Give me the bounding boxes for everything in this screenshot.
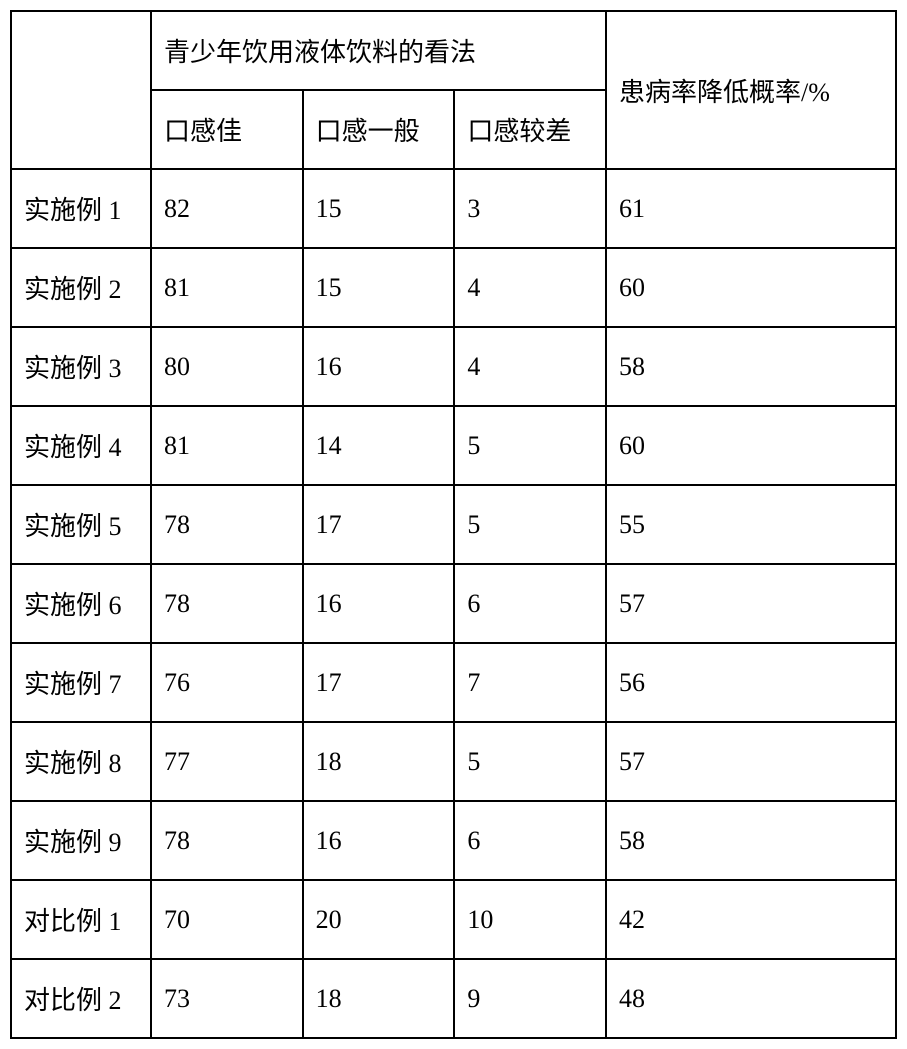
cell-taste-bad: 9 xyxy=(454,959,606,1038)
cell-taste-avg: 16 xyxy=(303,564,455,643)
table-header: 青少年饮用液体饮料的看法 患病率降低概率/% 口感佳 口感一般 口感较差 xyxy=(11,11,896,169)
cell-taste-bad: 3 xyxy=(454,169,606,248)
table-row: 实施例 8 77 18 5 57 xyxy=(11,722,896,801)
header-taste-good: 口感佳 xyxy=(151,90,303,169)
cell-rate: 42 xyxy=(606,880,896,959)
table-row: 实施例 7 76 17 7 56 xyxy=(11,643,896,722)
cell-taste-avg: 15 xyxy=(303,169,455,248)
cell-label: 实施例 4 xyxy=(11,406,151,485)
cell-taste-bad: 5 xyxy=(454,485,606,564)
table-row: 对比例 1 70 20 10 42 xyxy=(11,880,896,959)
cell-taste-bad: 5 xyxy=(454,406,606,485)
cell-rate: 60 xyxy=(606,406,896,485)
cell-label: 实施例 9 xyxy=(11,801,151,880)
table-row: 实施例 6 78 16 6 57 xyxy=(11,564,896,643)
cell-taste-good: 78 xyxy=(151,485,303,564)
cell-taste-good: 76 xyxy=(151,643,303,722)
cell-rate: 48 xyxy=(606,959,896,1038)
cell-taste-avg: 17 xyxy=(303,485,455,564)
cell-label: 实施例 3 xyxy=(11,327,151,406)
cell-taste-good: 81 xyxy=(151,248,303,327)
cell-rate: 58 xyxy=(606,327,896,406)
cell-taste-avg: 15 xyxy=(303,248,455,327)
cell-rate: 57 xyxy=(606,564,896,643)
table-row: 实施例 4 81 14 5 60 xyxy=(11,406,896,485)
cell-label: 实施例 6 xyxy=(11,564,151,643)
cell-rate: 58 xyxy=(606,801,896,880)
header-row-1: 青少年饮用液体饮料的看法 患病率降低概率/% xyxy=(11,11,896,90)
cell-taste-bad: 6 xyxy=(454,564,606,643)
table-row: 实施例 9 78 16 6 58 xyxy=(11,801,896,880)
cell-label: 实施例 7 xyxy=(11,643,151,722)
cell-taste-avg: 16 xyxy=(303,801,455,880)
table-row: 实施例 2 81 15 4 60 xyxy=(11,248,896,327)
cell-taste-bad: 4 xyxy=(454,327,606,406)
cell-taste-bad: 5 xyxy=(454,722,606,801)
header-opinion-title: 青少年饮用液体饮料的看法 xyxy=(151,11,606,90)
cell-taste-good: 80 xyxy=(151,327,303,406)
cell-label: 对比例 1 xyxy=(11,880,151,959)
cell-label: 对比例 2 xyxy=(11,959,151,1038)
cell-label: 实施例 8 xyxy=(11,722,151,801)
cell-rate: 57 xyxy=(606,722,896,801)
data-table: 青少年饮用液体饮料的看法 患病率降低概率/% 口感佳 口感一般 口感较差 实施例… xyxy=(10,10,897,1039)
cell-taste-good: 70 xyxy=(151,880,303,959)
cell-rate: 55 xyxy=(606,485,896,564)
table-row: 实施例 3 80 16 4 58 xyxy=(11,327,896,406)
cell-taste-good: 78 xyxy=(151,801,303,880)
cell-rate: 61 xyxy=(606,169,896,248)
cell-taste-avg: 17 xyxy=(303,643,455,722)
table-row: 实施例 5 78 17 5 55 xyxy=(11,485,896,564)
cell-taste-bad: 6 xyxy=(454,801,606,880)
header-taste-avg: 口感一般 xyxy=(303,90,455,169)
header-rate-title: 患病率降低概率/% xyxy=(606,11,896,169)
cell-taste-bad: 7 xyxy=(454,643,606,722)
cell-taste-good: 78 xyxy=(151,564,303,643)
table-row: 对比例 2 73 18 9 48 xyxy=(11,959,896,1038)
cell-taste-good: 77 xyxy=(151,722,303,801)
cell-taste-avg: 20 xyxy=(303,880,455,959)
header-taste-bad: 口感较差 xyxy=(454,90,606,169)
cell-taste-bad: 10 xyxy=(454,880,606,959)
table-row: 实施例 1 82 15 3 61 xyxy=(11,169,896,248)
header-empty-cell xyxy=(11,11,151,169)
cell-taste-good: 81 xyxy=(151,406,303,485)
cell-label: 实施例 5 xyxy=(11,485,151,564)
cell-taste-avg: 18 xyxy=(303,722,455,801)
cell-taste-bad: 4 xyxy=(454,248,606,327)
cell-taste-avg: 16 xyxy=(303,327,455,406)
cell-label: 实施例 2 xyxy=(11,248,151,327)
table-container: 青少年饮用液体饮料的看法 患病率降低概率/% 口感佳 口感一般 口感较差 实施例… xyxy=(10,10,897,1039)
table-body: 实施例 1 82 15 3 61 实施例 2 81 15 4 60 实施例 3 … xyxy=(11,169,896,1038)
cell-taste-avg: 18 xyxy=(303,959,455,1038)
cell-rate: 56 xyxy=(606,643,896,722)
cell-label: 实施例 1 xyxy=(11,169,151,248)
cell-taste-good: 73 xyxy=(151,959,303,1038)
cell-taste-avg: 14 xyxy=(303,406,455,485)
cell-taste-good: 82 xyxy=(151,169,303,248)
cell-rate: 60 xyxy=(606,248,896,327)
